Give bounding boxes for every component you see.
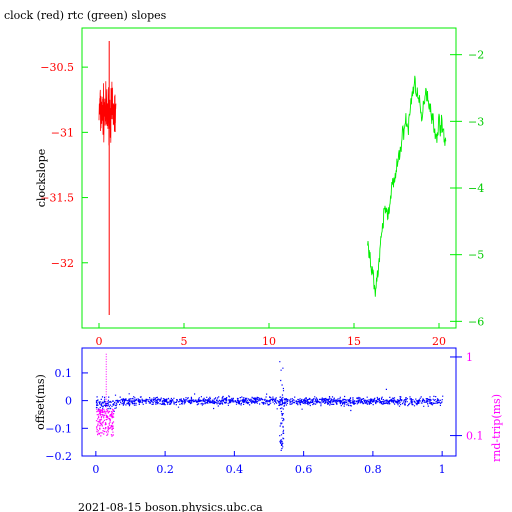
bottom-x-tick-label: 0.6 (295, 463, 313, 476)
bottom-y-axis-label: offset(ms) (34, 374, 47, 430)
top-y-axis-label: clockslope (35, 149, 48, 207)
bottom-y2-tick-label: 1 (466, 351, 473, 364)
bottom-y2-tick-label: 0.1 (466, 430, 484, 443)
top-y2-tick-label: −3 (468, 115, 484, 128)
bottom-y2-axis: 10.1 (450, 351, 484, 443)
clock-slope-line (98, 81, 117, 146)
top-chart: 0 5 10 15 20 −30.5 −31 −31.5 −32 −2 −3 −4 −5 −6 clo… (35, 27, 484, 348)
bottom-x-tick-label: 1 (439, 463, 446, 476)
top-y-tick-label: −30.5 (40, 61, 74, 74)
top-x-axis: 0 5 10 15 20 (96, 323, 446, 348)
top-x-tick-label: 5 (181, 335, 188, 348)
bottom-plot-frame (81, 347, 457, 457)
top-y-axis: −30.5 −31 −31.5 −32 (40, 61, 88, 270)
chart-title: clock (red) rtc (green) slopes (4, 9, 167, 22)
top-y2-tick-label: −6 (468, 315, 484, 328)
top-y2-axis: −2 −3 −4 −5 −6 (450, 49, 484, 328)
bottom-x-tick-label: 0.8 (364, 463, 382, 476)
round-trip-points (95, 408, 115, 437)
bottom-chart: 0 0.2 0.4 0.6 0.8 1 0.10−0.1−0.2 10.1 offset(… (34, 347, 503, 476)
clock-slope-series (98, 41, 117, 315)
bottom-y2-axis-label: rnd-trip(ms) (490, 394, 503, 462)
bottom-x-tick-label: 0.4 (226, 463, 244, 476)
top-x-tick-label: 20 (432, 335, 446, 348)
top-y-tick-label: −31 (51, 126, 74, 139)
top-x-tick-label: 10 (262, 335, 276, 348)
bottom-x-tick-label: 0.2 (156, 463, 174, 476)
bottom-x-tick-label: 0 (92, 463, 99, 476)
bottom-x-axis: 0 0.2 0.4 0.6 0.8 1 (92, 451, 446, 476)
offset-points (95, 361, 444, 451)
top-plot-frame (81, 27, 457, 329)
rtc-slope-series (367, 75, 447, 297)
bottom-y-axis: 0.1 0 −0.1 −0.2 (45, 367, 88, 463)
top-y2-tick-label: −4 (468, 182, 484, 195)
top-y2-tick-label: −2 (468, 49, 484, 62)
bottom-y-tick-label: 0.1 (55, 367, 73, 380)
footer-label: 2021-08-15 boson.physics.ubc.ca (78, 501, 263, 512)
round-trip-series (95, 353, 115, 437)
bottom-y-tick-label: −0.1 (45, 422, 72, 435)
rtc-slope-line (367, 75, 447, 297)
top-y-tick-label: −31.5 (40, 192, 74, 205)
top-x-tick-label: 15 (347, 335, 361, 348)
offset-series (95, 361, 444, 451)
top-x-tick-label: 0 (96, 335, 103, 348)
bottom-y-tick-label: −0.2 (45, 450, 72, 463)
top-y2-tick-label: −5 (468, 249, 484, 262)
top-y-tick-label: −32 (51, 257, 74, 270)
bottom-y-tick-label: 0 (65, 395, 72, 408)
